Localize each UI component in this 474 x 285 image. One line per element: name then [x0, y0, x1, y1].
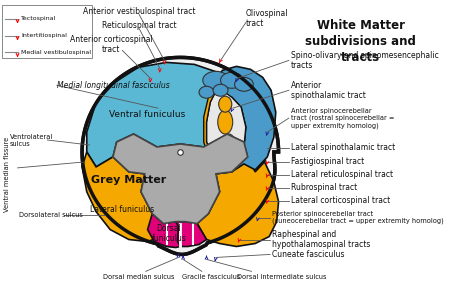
Polygon shape — [176, 222, 207, 247]
Ellipse shape — [235, 77, 253, 91]
Ellipse shape — [199, 86, 214, 98]
Text: Intertitiospinal: Intertitiospinal — [21, 33, 67, 38]
Polygon shape — [82, 152, 164, 241]
Polygon shape — [87, 62, 264, 172]
Text: Ventral median fissure: Ventral median fissure — [3, 137, 9, 212]
Ellipse shape — [203, 71, 229, 89]
Text: Anterior spinocerebellar
tract (rostral spinocerebellar =
upper extremity homolo: Anterior spinocerebellar tract (rostral … — [291, 108, 394, 129]
Text: Spino-olivary and spinomesencephalic
tracts: Spino-olivary and spinomesencephalic tra… — [291, 51, 438, 70]
Text: Dorsal
funiculus: Dorsal funiculus — [152, 224, 187, 243]
Polygon shape — [82, 57, 279, 255]
Text: Lateral reticulospinal tract: Lateral reticulospinal tract — [291, 170, 393, 179]
Ellipse shape — [219, 96, 232, 112]
Text: Gracile fasciculus: Gracile fasciculus — [182, 274, 240, 280]
Text: Dorsal median sulcus: Dorsal median sulcus — [103, 274, 175, 280]
Text: Grey Matter: Grey Matter — [91, 175, 166, 185]
Polygon shape — [113, 134, 248, 224]
Text: Tectospinal: Tectospinal — [21, 16, 56, 21]
Text: Lateral spinothalamic tract: Lateral spinothalamic tract — [291, 143, 395, 152]
Text: White Matter
subdivisions and
tracts: White Matter subdivisions and tracts — [305, 19, 416, 64]
Text: Raphespinal and
hypothalamospinal tracts: Raphespinal and hypothalamospinal tracts — [272, 230, 370, 249]
Polygon shape — [147, 214, 185, 247]
FancyBboxPatch shape — [1, 5, 92, 58]
Polygon shape — [209, 66, 276, 172]
Ellipse shape — [218, 110, 233, 134]
Text: Fastigiospinal tract: Fastigiospinal tract — [291, 157, 364, 166]
Text: Ventral funiculus: Ventral funiculus — [109, 110, 186, 119]
Text: Medial longitudinal fasciculus: Medial longitudinal fasciculus — [57, 81, 170, 90]
Text: Reticulospinal tract: Reticulospinal tract — [102, 21, 176, 30]
Polygon shape — [204, 87, 232, 174]
Text: Anterior vestibulospinal tract: Anterior vestibulospinal tract — [83, 7, 195, 16]
Ellipse shape — [220, 72, 243, 88]
Polygon shape — [197, 157, 279, 247]
Text: Lateral funiculus: Lateral funiculus — [90, 205, 155, 214]
Polygon shape — [113, 134, 248, 224]
Ellipse shape — [223, 134, 235, 150]
Text: Posterior spinocerebellar tract
(cuneocerebellar tract = upper extremity homolog: Posterior spinocerebellar tract (cuneoce… — [272, 211, 444, 224]
Polygon shape — [207, 87, 246, 172]
Polygon shape — [227, 77, 274, 172]
Text: Lateral corticospinal tract: Lateral corticospinal tract — [291, 196, 390, 205]
Text: Dorsal intermediate sulcus: Dorsal intermediate sulcus — [237, 274, 326, 280]
Ellipse shape — [213, 84, 228, 96]
Text: Anterior corticospinal
tract: Anterior corticospinal tract — [70, 34, 153, 54]
Text: Ventrolateral
sulcus: Ventrolateral sulcus — [10, 133, 53, 146]
Ellipse shape — [222, 153, 232, 167]
Text: Olivospinal
tract: Olivospinal tract — [246, 9, 288, 28]
Text: Dorsolateral sulcus: Dorsolateral sulcus — [19, 212, 83, 218]
Text: Anterior
spinothalamic tract: Anterior spinothalamic tract — [291, 81, 365, 100]
Text: Medial vestibulospinal: Medial vestibulospinal — [21, 50, 91, 55]
Text: Cuneate fasciculus: Cuneate fasciculus — [272, 250, 345, 259]
Text: Rubrospinal tract: Rubrospinal tract — [291, 183, 357, 192]
